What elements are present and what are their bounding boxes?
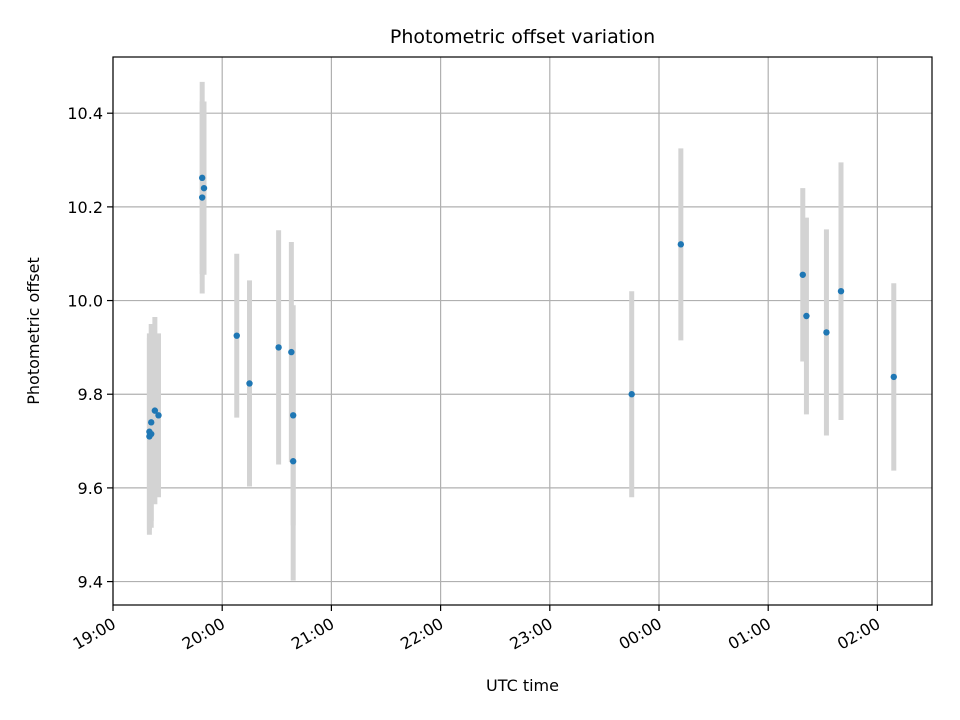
- y-tick-label: 10.0: [67, 292, 103, 311]
- data-point: [890, 373, 897, 381]
- data-point: [246, 380, 253, 387]
- data-point: [289, 458, 297, 465]
- data-point: [803, 312, 810, 320]
- y-axis-title: Photometric offset: [24, 257, 43, 405]
- y-tick-label: 9.4: [78, 573, 103, 592]
- data-point: [677, 241, 685, 248]
- y-tick-label: 10.2: [67, 198, 103, 217]
- y-tick-label: 9.6: [78, 479, 103, 498]
- data-point: [823, 329, 830, 336]
- data-point: [148, 430, 155, 438]
- data-point: [148, 419, 155, 426]
- data-point: [289, 412, 297, 419]
- y-tick-label: 10.4: [67, 104, 103, 123]
- y-tick-label: 9.8: [78, 385, 103, 404]
- data-point: [233, 332, 240, 339]
- data-point: [628, 391, 635, 398]
- data-point: [799, 271, 806, 278]
- y-axis-ticks: 9.4 9.6 9.8 10.0 10.2 10.4: [67, 104, 113, 592]
- data-point: [200, 184, 208, 192]
- x-axis-title: UTC time: [486, 676, 559, 695]
- data-point: [151, 407, 159, 414]
- data-point: [198, 194, 206, 201]
- data-point: [275, 344, 282, 351]
- data-point: [155, 412, 162, 419]
- chart-title: Photometric offset variation: [390, 26, 655, 48]
- data-point: [837, 287, 845, 295]
- data-point: [288, 348, 295, 356]
- plot-frame: [112, 56, 933, 606]
- data-point: [198, 174, 206, 182]
- data-points: [146, 174, 897, 465]
